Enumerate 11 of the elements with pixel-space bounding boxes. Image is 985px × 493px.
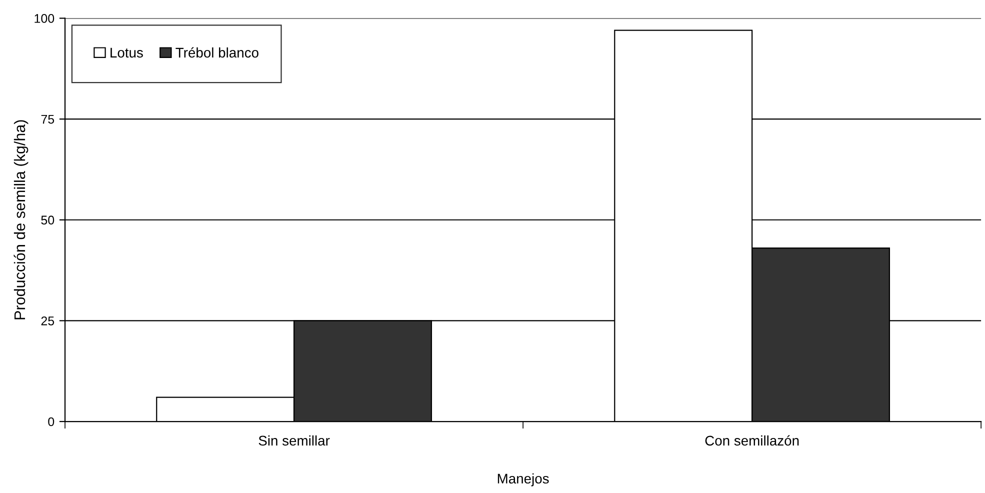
legend-label: Lotus — [110, 48, 143, 58]
x-axis-title: Manejos — [498, 473, 549, 486]
x-tick-label: Sin semillar — [258, 435, 330, 446]
y-axis-title: Producción de semilla (kg/ha) — [14, 120, 28, 320]
y-tick-label: 0 — [48, 417, 54, 426]
x-tick-label: Con semillazón — [705, 435, 799, 446]
y-tick-label: 100 — [34, 14, 54, 23]
y-tick-label: 50 — [41, 216, 54, 225]
legend-label: Trébol blanco — [176, 47, 258, 58]
y-tick-label: 75 — [41, 114, 54, 124]
y-tick-label: 25 — [41, 316, 54, 326]
